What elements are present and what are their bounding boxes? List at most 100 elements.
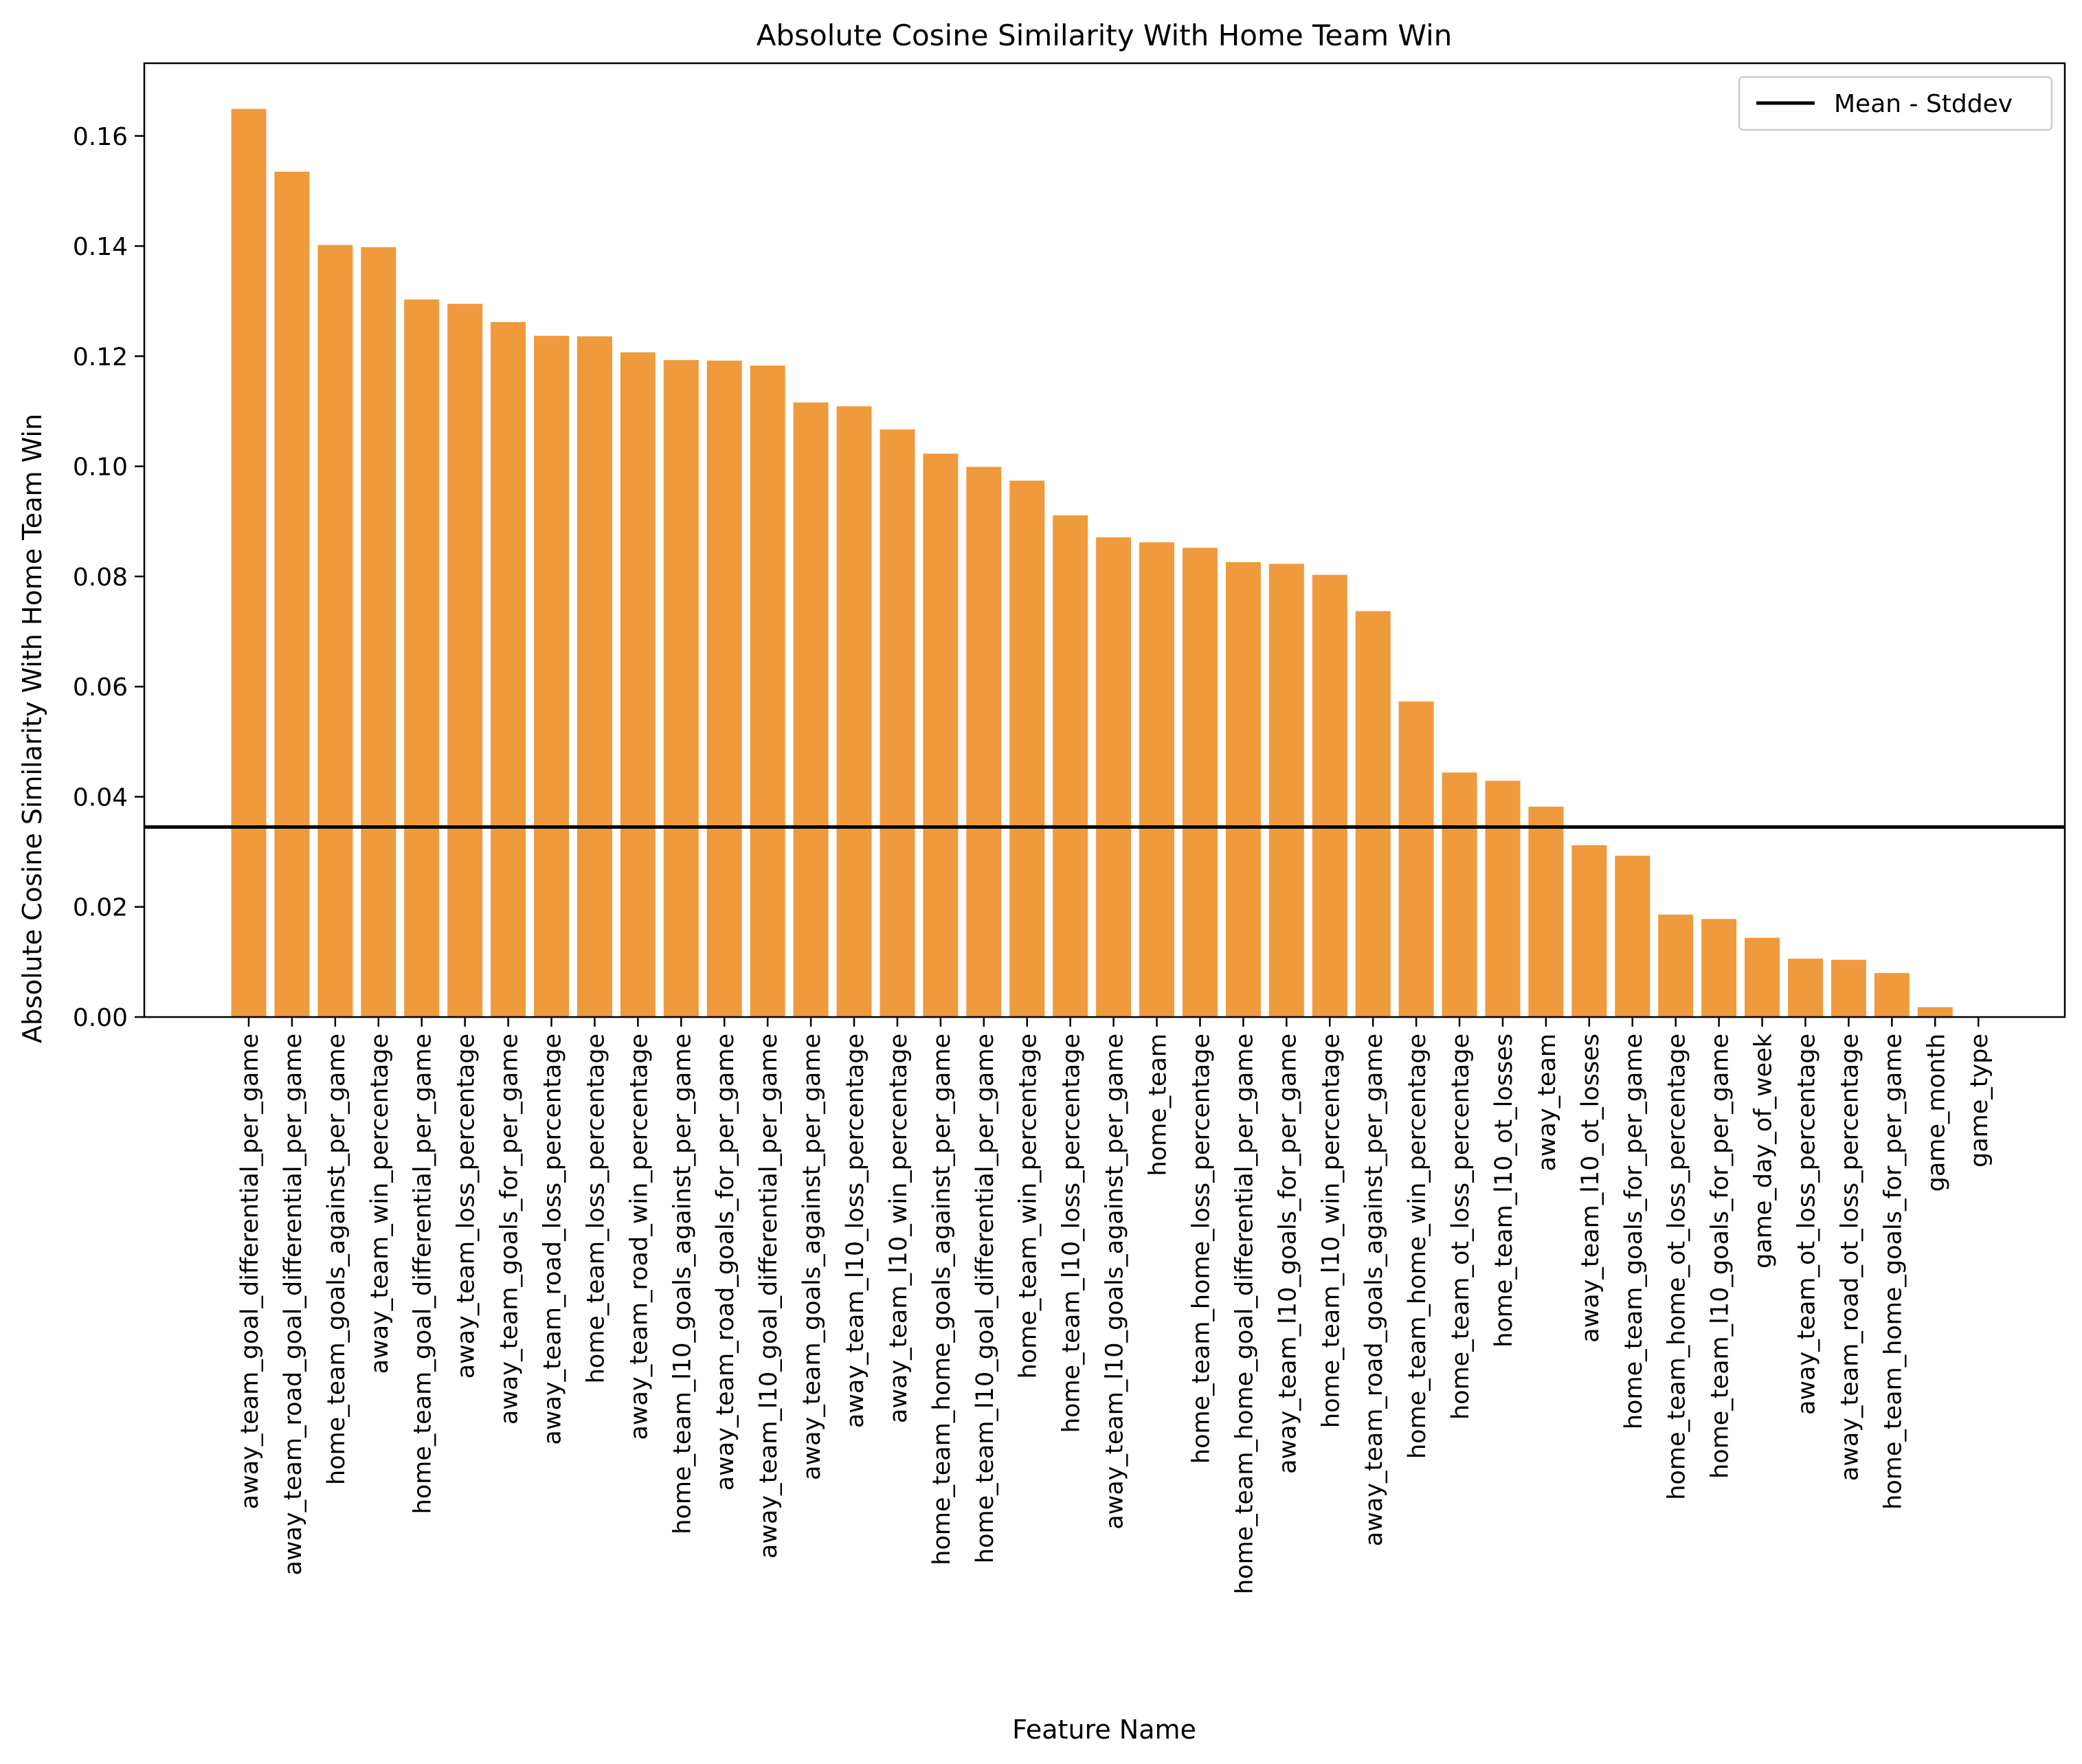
bar (361, 247, 396, 1017)
bar (1268, 563, 1304, 1017)
bar (1225, 562, 1261, 1017)
bar (1917, 1007, 1953, 1017)
x-axis: away_team_goal_differential_per_game away… (236, 1017, 1993, 1594)
x-tick-label: away_team_road_win_percentage (625, 1034, 653, 1440)
x-tick-label: away_team_l10_goals_for_per_game (1274, 1034, 1301, 1474)
bar (1398, 701, 1434, 1017)
x-tick-label: home_team_l10_loss_percentage (1058, 1034, 1086, 1433)
bar (1701, 919, 1737, 1017)
x-tick-label: home_team_goals_against_per_game (323, 1034, 350, 1485)
x-tick-label: home_team_home_ot_loss_percentage (1664, 1034, 1691, 1500)
x-tick-label: away_team_l10_loss_percentage (842, 1034, 869, 1428)
x-tick-label: away_team_road_goal_differential_per_gam… (280, 1034, 307, 1576)
bar (317, 245, 353, 1017)
x-tick-label: game_type (1966, 1034, 1993, 1168)
x-tick-label: game_month (1923, 1034, 1950, 1192)
x-tick-label: home_team_goals_for_per_game (1620, 1034, 1648, 1429)
x-tick-label: away_team (1534, 1034, 1561, 1172)
x-tick-label: home_team_ot_loss_percentage (1447, 1034, 1475, 1420)
x-tick-label: away_team_goals_for_per_game (496, 1034, 524, 1425)
legend-box (1738, 76, 2053, 131)
y-tick-label: 0.16 (73, 123, 128, 151)
x-axis-label: Feature Name (1012, 1715, 1196, 1745)
bar (1485, 781, 1521, 1017)
bar (274, 171, 310, 1017)
y-tick-label: 0.02 (73, 894, 128, 922)
bar (1745, 937, 1780, 1017)
x-tick-label: home_team_home_goals_for_per_game (1879, 1034, 1907, 1510)
x-tick-label: home_team_l10_win_percentage (1317, 1034, 1345, 1428)
bar-series (231, 109, 1953, 1018)
bar (966, 467, 1002, 1017)
x-tick-label: home_team_loss_percentage (582, 1034, 609, 1383)
x-tick-label: home_team (1145, 1034, 1172, 1176)
bar (534, 335, 570, 1017)
bar (1355, 611, 1391, 1017)
bar (750, 365, 785, 1017)
x-tick-label: home_team_home_goals_against_per_game (928, 1034, 956, 1565)
x-tick-label: home_team_home_win_percentage (1404, 1034, 1431, 1459)
x-tick-label: away_team_l10_win_percentage (885, 1034, 913, 1423)
bar (1571, 845, 1607, 1017)
bar (1312, 574, 1347, 1017)
bar (836, 406, 872, 1017)
x-tick-label: game_day_of_week (1750, 1033, 1778, 1269)
x-tick-label: home_team_l10_goals_for_per_game (1707, 1034, 1734, 1479)
x-tick-label: home_team_win_percentage (1015, 1034, 1042, 1378)
bar (1139, 542, 1175, 1017)
bar (880, 429, 915, 1017)
y-tick-label: 0.10 (73, 454, 128, 482)
x-tick-label: away_team_l10_ot_losses (1577, 1034, 1604, 1343)
x-tick-label: away_team_road_goals_for_per_game (712, 1034, 739, 1491)
x-tick-label: away_team_ot_loss_percentage (1793, 1034, 1820, 1415)
x-tick-label: away_team_road_loss_percentage (539, 1034, 567, 1445)
y-tick-label: 0.06 (73, 673, 128, 702)
x-tick-label: away_team_l10_goal_differential_per_game (755, 1034, 783, 1559)
x-tick-label: home_team_l10_goal_differential_per_game (972, 1034, 999, 1563)
chart-title: Absolute Cosine Similarity With Home Tea… (757, 19, 1453, 52)
y-tick-label: 0.08 (73, 563, 128, 592)
bar (1615, 856, 1650, 1017)
legend: Mean - Stddev (1738, 76, 2053, 131)
bar (1053, 515, 1088, 1017)
bar (404, 299, 440, 1018)
bar (1658, 914, 1694, 1017)
axes-frame (143, 62, 2066, 1018)
y-tick-label: 0.12 (73, 343, 128, 371)
bar (577, 336, 612, 1017)
bar (620, 352, 656, 1017)
bar (663, 359, 699, 1017)
x-tick-label: away_team_road_goals_against_per_game (1361, 1034, 1388, 1546)
bar (447, 304, 483, 1017)
x-tick-label: away_team_loss_percentage (453, 1034, 480, 1378)
bar (1009, 480, 1045, 1017)
bar (1787, 959, 1823, 1017)
x-tick-label: home_team_home_loss_percentage (1187, 1034, 1215, 1464)
y-tick-label: 0.00 (73, 1004, 128, 1032)
bar (1528, 806, 1564, 1017)
x-tick-label: home_team_l10_goals_against_per_game (669, 1034, 696, 1534)
y-tick-label: 0.04 (73, 783, 128, 812)
bar (1442, 772, 1477, 1017)
bar (1831, 959, 1866, 1017)
x-tick-label: home_team_l10_ot_losses (1490, 1034, 1518, 1348)
x-tick-label: away_team_goal_differential_per_game (236, 1034, 264, 1509)
bar (1874, 972, 1910, 1017)
bar (231, 109, 267, 1017)
x-tick-label: home_team_goal_differential_per_game (410, 1034, 437, 1514)
x-tick-label: home_team_home_goal_differential_per_gam… (1231, 1034, 1258, 1594)
bar (706, 360, 742, 1017)
x-tick-label: away_team_road_ot_loss_percentage (1836, 1034, 1863, 1481)
y-tick-label: 0.14 (73, 233, 128, 261)
y-axis: 0.00 0.02 0.04 0.06 0.08 0.10 0.12 0.14 0.16 (73, 123, 144, 1032)
bar (491, 322, 526, 1018)
x-tick-label: away_team_goals_against_per_game (798, 1034, 826, 1480)
bar (1182, 548, 1218, 1017)
y-axis-label: Absolute Cosine Similarity With Home Tea… (17, 414, 47, 1043)
x-tick-label: away_team_l10_goals_against_per_game (1101, 1034, 1129, 1530)
bar (923, 454, 959, 1017)
bar (1096, 537, 1132, 1017)
x-tick-label: away_team_win_percentage (366, 1034, 394, 1374)
legend-label: Mean - Stddev (1834, 90, 2013, 118)
